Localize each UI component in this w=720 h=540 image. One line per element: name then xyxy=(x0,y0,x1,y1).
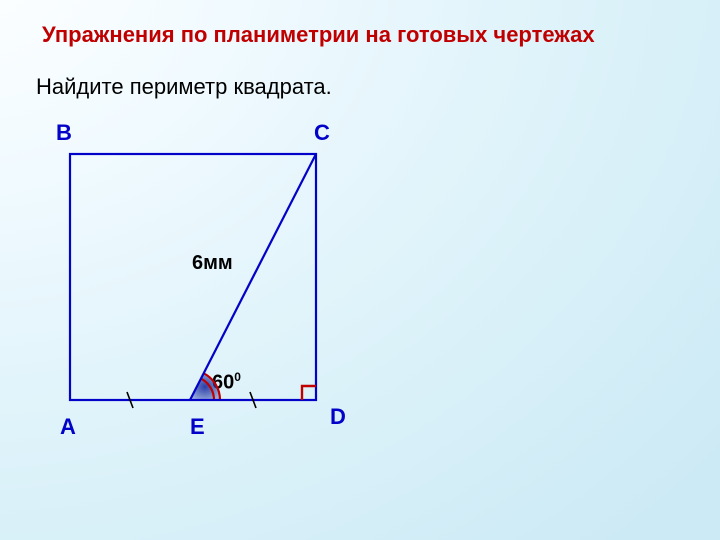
diagram-svg xyxy=(0,0,720,540)
